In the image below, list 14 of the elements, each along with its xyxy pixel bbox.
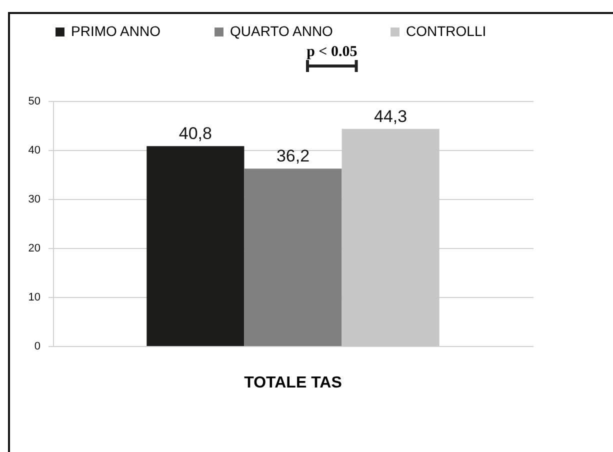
legend-label: QUARTO ANNO — [230, 23, 334, 39]
y-tick-label: 10 — [28, 292, 40, 304]
y-tick-label: 30 — [28, 194, 40, 206]
data-label: 44,3 — [374, 106, 408, 126]
y-tick-label: 50 — [28, 96, 40, 108]
data-label: 36,2 — [276, 146, 310, 166]
data-label: 40,8 — [178, 124, 212, 144]
legend-label: PRIMO ANNO — [71, 23, 161, 39]
y-tick-label: 20 — [28, 242, 40, 254]
legend-label: CONTROLLI — [406, 23, 486, 39]
x-tick-label: TOTALE TAS — [244, 374, 342, 392]
y-tick-label: 40 — [28, 144, 40, 156]
y-tick-label: 0 — [34, 340, 40, 352]
text: p < 0.05 — [306, 44, 358, 60]
